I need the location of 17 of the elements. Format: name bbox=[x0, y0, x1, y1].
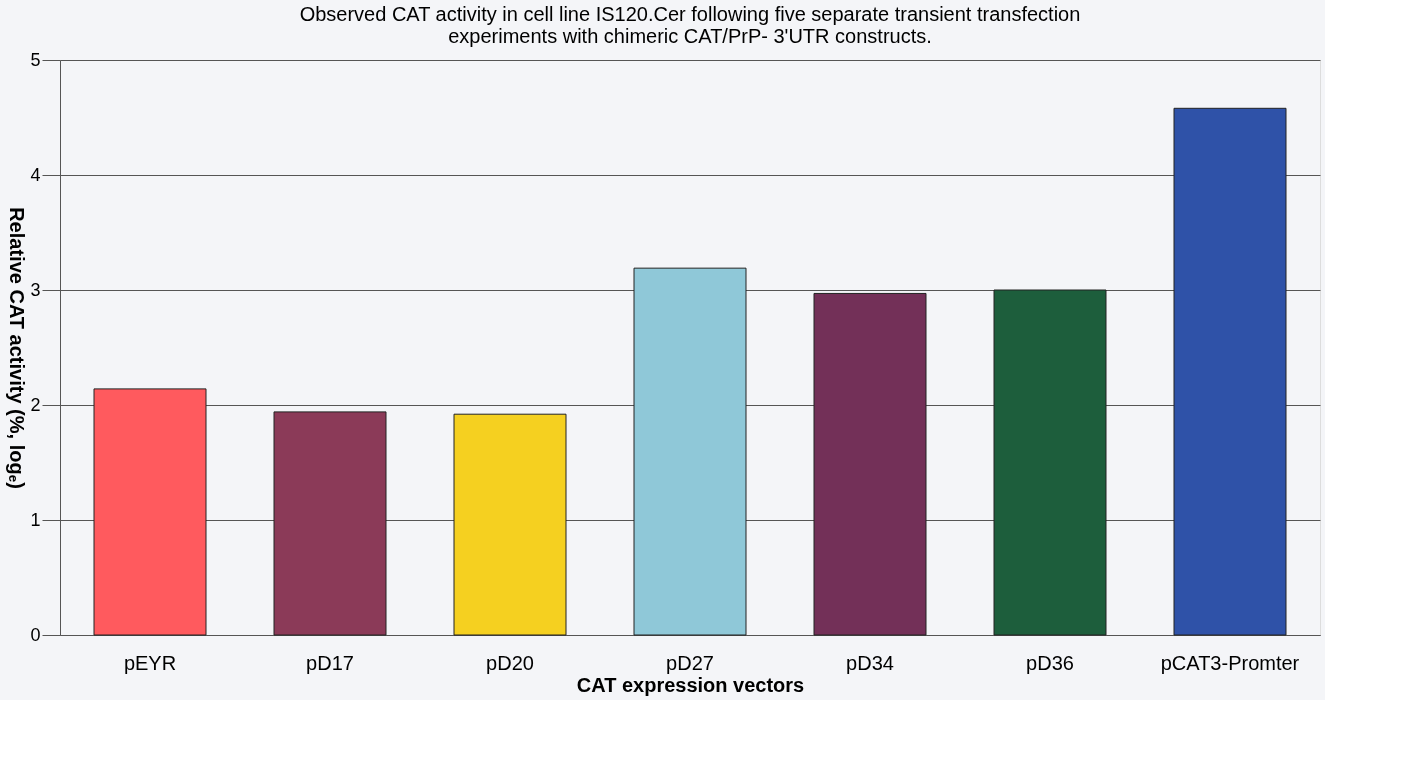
x-tick-label: pEYR bbox=[123, 651, 177, 674]
y-axis-title: Relative CAT activity (%, logₑ) bbox=[6, 207, 29, 489]
y-tick-label: 0 bbox=[30, 624, 41, 645]
y-tick-label: 2 bbox=[30, 394, 41, 415]
x-tick-label: pD36 bbox=[1026, 651, 1074, 674]
y-tick-label: 1 bbox=[30, 509, 41, 530]
x-tick-label: pD17 bbox=[306, 651, 354, 674]
text: experiments with chimeric CAT/PrP- 3'UTR constructs. bbox=[448, 25, 932, 47]
x-tick-label: pD20 bbox=[486, 651, 534, 674]
text: Observed CAT activity in cell line IS120.Cer following five separate transient transfection bbox=[299, 3, 1081, 25]
x-tick-label: pD34 bbox=[846, 651, 894, 674]
x-tick-label: pCAT3-Promter bbox=[1160, 651, 1300, 674]
x-axis-title: CAT expression vectors bbox=[576, 673, 805, 696]
y-tick-label: 4 bbox=[30, 164, 41, 185]
y-tick-label: 5 bbox=[30, 49, 41, 70]
y-tick-label: 3 bbox=[30, 279, 41, 300]
x-tick-label: pD27 bbox=[666, 651, 714, 674]
